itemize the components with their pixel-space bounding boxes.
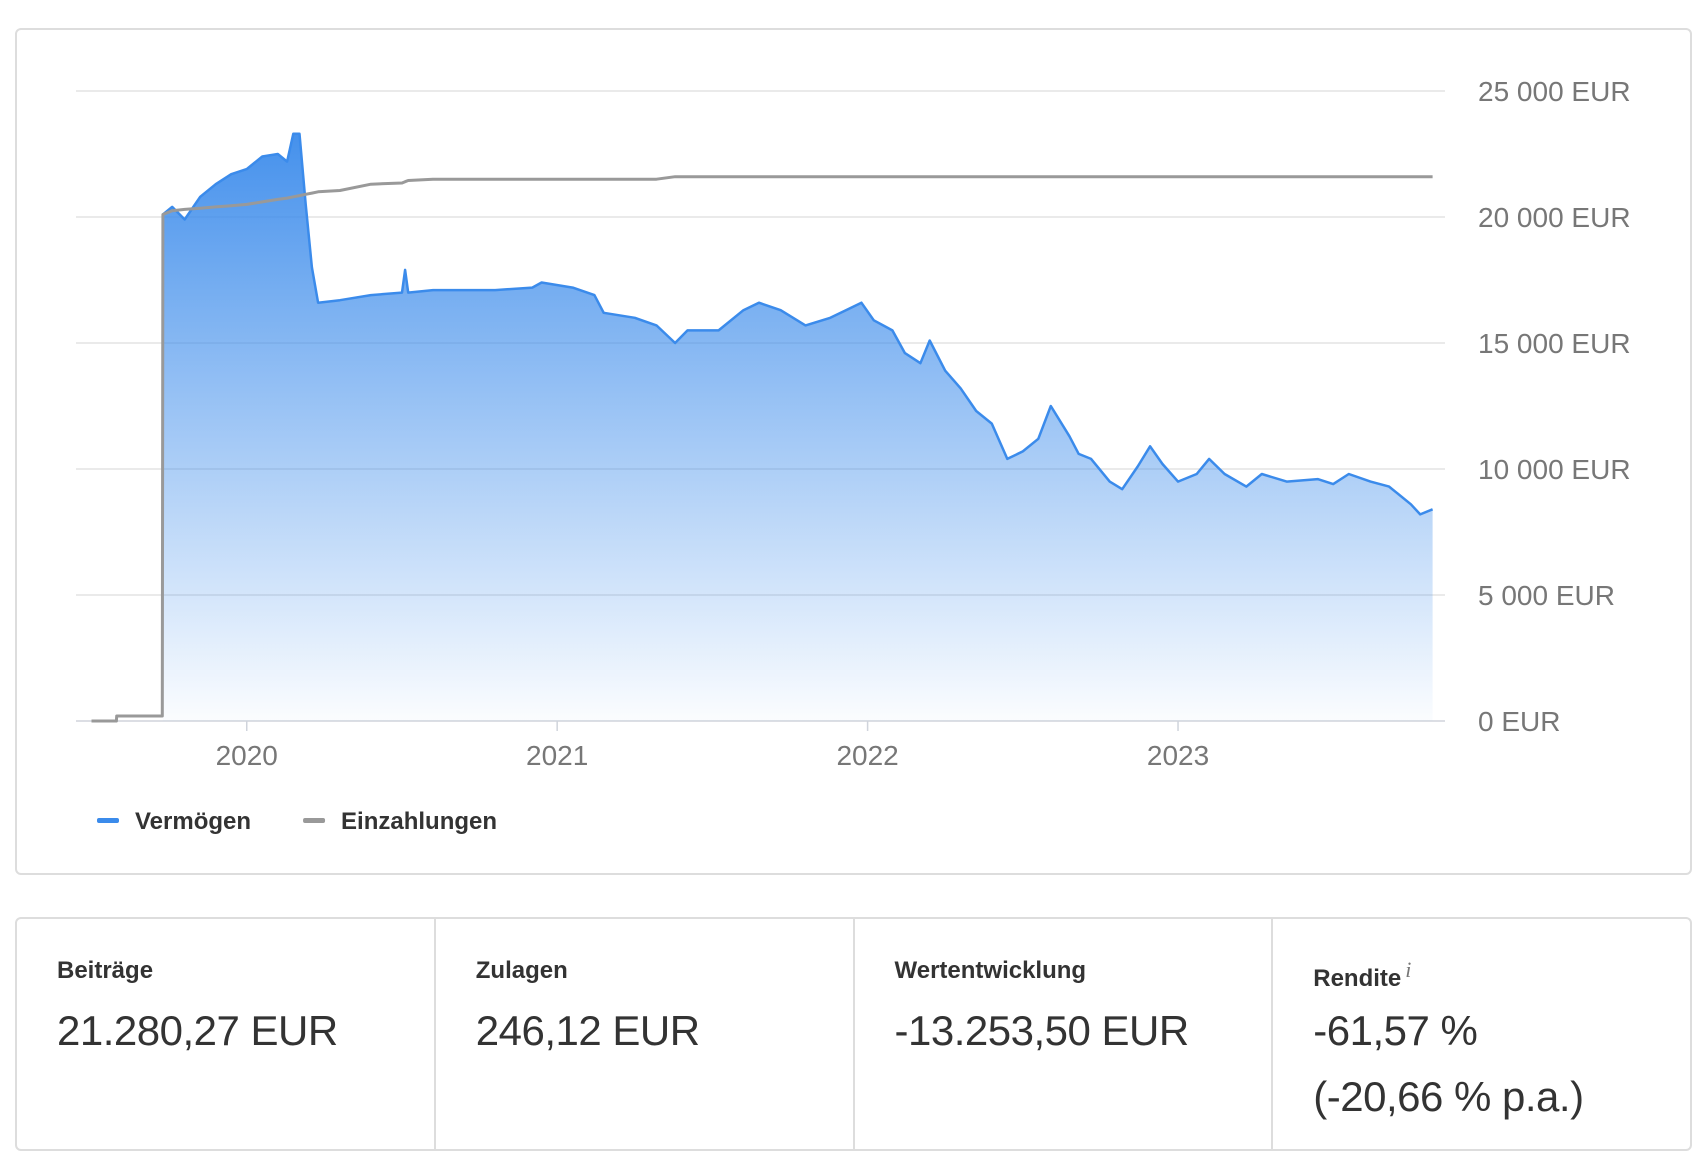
x-tick-label: 2023 bbox=[1147, 740, 1209, 771]
stat-label: Wertentwicklung bbox=[894, 957, 1087, 984]
stat-value: -13.253,50 EUR bbox=[894, 1007, 1190, 1054]
stat-label: Beiträge bbox=[57, 957, 154, 984]
stat: Zulagen 246,12 EUR bbox=[436, 919, 855, 1149]
y-tick-label: 20 000 EUR bbox=[1478, 202, 1631, 233]
legend-item[interactable]: Einzahlungen bbox=[303, 808, 497, 835]
stat: Rendite i -61,57 % (-20,66 % p.a.) bbox=[1273, 919, 1690, 1149]
stat-value-pa: (-20,66 % p.a.) bbox=[1313, 1073, 1584, 1120]
stat: Beiträge 21.280,27 EUR bbox=[17, 919, 436, 1149]
legend-swatch bbox=[97, 818, 119, 823]
stat-value: 246,12 EUR bbox=[475, 1007, 700, 1054]
legend-item[interactable]: Vermögen bbox=[97, 808, 251, 835]
legend-label: Vermögen bbox=[135, 808, 251, 835]
stat-label: Zulagen bbox=[475, 957, 568, 984]
x-tick-label: 2022 bbox=[836, 740, 898, 771]
legend-swatch bbox=[303, 818, 326, 823]
stat-value: 21.280,27 EUR bbox=[57, 1007, 338, 1054]
area bbox=[162, 133, 1433, 722]
info-icon[interactable]: i bbox=[1405, 957, 1412, 982]
y-tick-label: 25 000 EUR bbox=[1478, 76, 1631, 107]
stat-label-wrap: Rendite i bbox=[1313, 957, 1690, 992]
y-tick-label: 5 000 EUR bbox=[1478, 580, 1615, 611]
x-tick-label: 2021 bbox=[526, 740, 588, 771]
x-tick-label: 2020 bbox=[216, 740, 278, 771]
chart: 0 EUR 5 000 EUR 10 000 EUR 15 000 EUR 20 000… bbox=[76, 76, 1631, 835]
stats-card: Beiträge 21.280,27 EUR Zulagen 246,12 EU… bbox=[15, 917, 1692, 1151]
stat: Wertentwicklung -13.253,50 EUR bbox=[855, 919, 1274, 1149]
line bbox=[162, 132, 1434, 516]
y-tick-label: 15 000 EUR bbox=[1478, 328, 1631, 359]
chart-card bbox=[15, 28, 1692, 875]
line bbox=[91, 175, 1433, 723]
stat-label: Rendite bbox=[1313, 965, 1402, 992]
legend-label: Einzahlungen bbox=[341, 808, 497, 835]
y-tick-label: 10 000 EUR bbox=[1478, 454, 1631, 485]
y-tick-label: 0 EUR bbox=[1478, 706, 1560, 737]
stat-value: -61,57 % bbox=[1313, 1007, 1478, 1054]
